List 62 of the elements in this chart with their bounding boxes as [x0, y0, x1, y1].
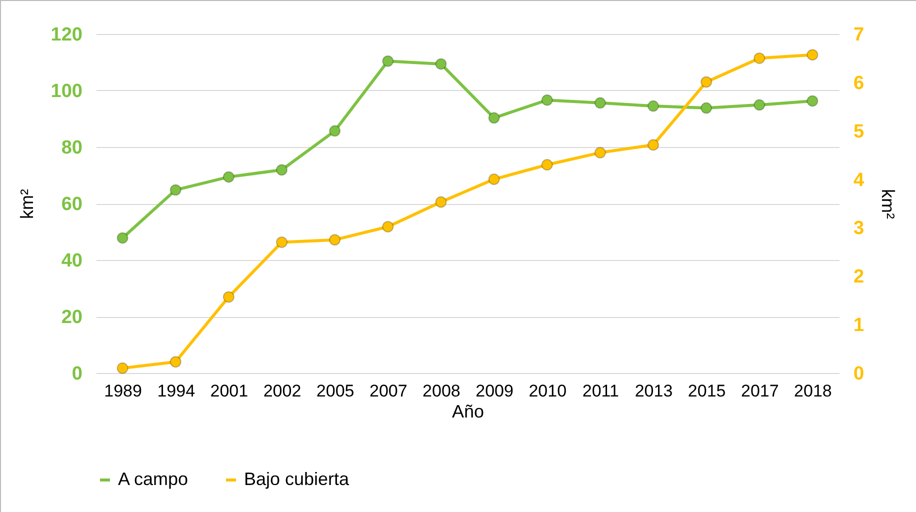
- point: [276, 164, 288, 176]
- y-tick-label: 20: [61, 307, 82, 328]
- point: [116, 232, 128, 244]
- point: [700, 76, 712, 88]
- point: [806, 49, 818, 61]
- y-tick-label: 80: [61, 138, 82, 158]
- y2-tick-label: 7: [854, 24, 864, 46]
- x-tick-label: 1989: [104, 382, 142, 400]
- x-tick-label: 2008: [422, 382, 460, 400]
- x-tick-label: 2002: [263, 382, 302, 400]
- x-tick-label: 2010: [528, 382, 567, 400]
- point: [222, 171, 234, 183]
- x-axis-title: Año: [452, 402, 484, 422]
- y2-tick-label: 4: [854, 170, 864, 191]
- point: [276, 236, 288, 248]
- point: [170, 356, 182, 368]
- point: [170, 184, 182, 196]
- x-tick-label: 2015: [688, 382, 726, 400]
- y2-tick-label: 6: [854, 72, 864, 94]
- point: [435, 58, 447, 70]
- y-axis-title: km²: [16, 189, 37, 219]
- point: [754, 52, 766, 64]
- point: [700, 102, 712, 114]
- y-tick-label: 40: [61, 250, 82, 272]
- point: [754, 99, 766, 111]
- point: [329, 234, 341, 246]
- point: [435, 196, 447, 208]
- point: [541, 159, 553, 170]
- point: [382, 221, 394, 232]
- x-tick-label: 2011: [582, 382, 619, 400]
- point: [806, 95, 818, 107]
- point: [648, 100, 659, 112]
- point: [648, 139, 659, 151]
- legend-label: A campo: [118, 469, 188, 489]
- point: [594, 146, 606, 158]
- x-tick-label: 2018: [794, 382, 832, 400]
- point: [116, 362, 128, 374]
- x-tick-label: 1994: [157, 382, 196, 400]
- point: [488, 112, 500, 124]
- point: [541, 94, 553, 106]
- point: [222, 291, 234, 303]
- x-tick-label: 2007: [369, 382, 408, 400]
- x-tick-label: 2001: [210, 382, 248, 400]
- y-tick-label: 0: [72, 364, 82, 384]
- x-tick-label: 2013: [634, 382, 673, 400]
- point: [329, 125, 341, 137]
- y2-tick-label: 1: [854, 315, 864, 336]
- legend-label: Bajo cubierta: [244, 469, 350, 489]
- point: [382, 55, 394, 67]
- y2-axis-title: km²: [878, 189, 898, 219]
- y2-tick-label: 0: [854, 364, 864, 384]
- y-tick-label: 120: [50, 24, 82, 46]
- y2-tick-label: 2: [854, 266, 864, 288]
- point: [488, 174, 500, 186]
- x-tick-label: 2017: [740, 382, 779, 400]
- x-tick-label: 2005: [316, 382, 354, 400]
- y2-tick-label: 5: [854, 121, 864, 142]
- y-tick-label: 60: [61, 194, 82, 215]
- y2-tick-label: 3: [854, 218, 864, 240]
- x-tick-label: 2009: [476, 382, 514, 400]
- y-tick-label: 100: [50, 81, 82, 102]
- point: [594, 97, 606, 109]
